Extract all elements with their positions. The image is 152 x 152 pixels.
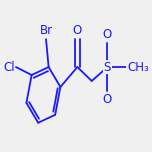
Text: CH₃: CH₃ xyxy=(127,60,149,74)
Text: O: O xyxy=(103,93,112,106)
Text: Cl: Cl xyxy=(3,60,15,74)
Text: O: O xyxy=(73,24,82,37)
Text: S: S xyxy=(104,60,111,74)
Text: Br: Br xyxy=(40,24,53,37)
Text: O: O xyxy=(103,28,112,41)
